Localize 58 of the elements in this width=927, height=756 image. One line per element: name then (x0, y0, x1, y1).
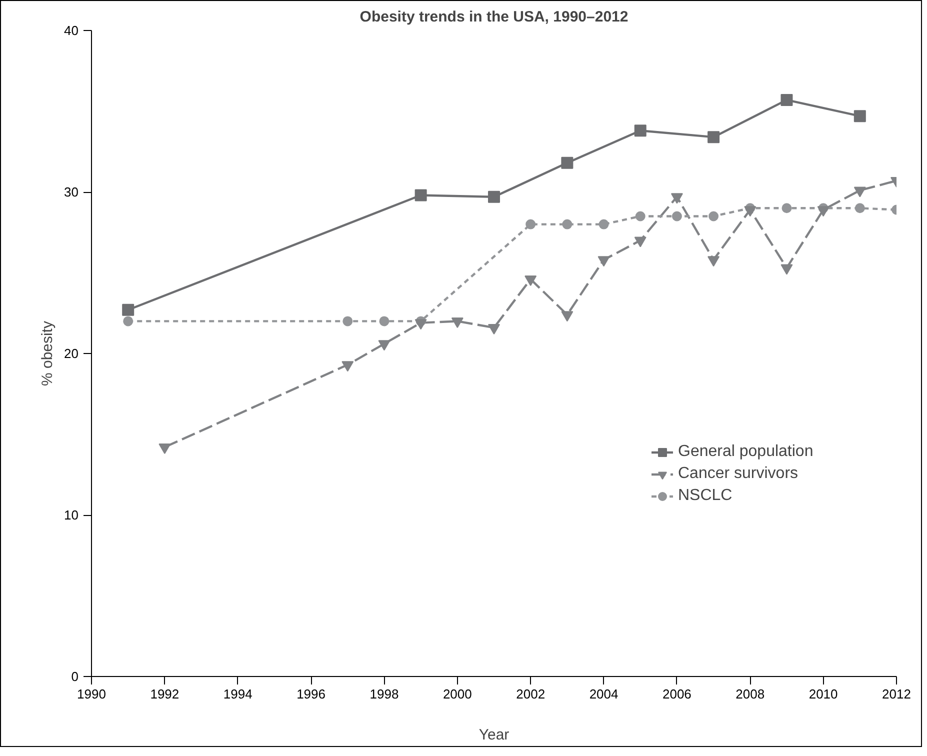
x-axis-title: Year (478, 726, 510, 744)
point (451, 318, 464, 328)
point (708, 131, 720, 144)
y-tick-label: 40 (64, 23, 79, 38)
x-tick-label: 2004 (589, 686, 618, 702)
point (488, 324, 500, 335)
point (342, 316, 353, 326)
x-tick-label: 2002 (516, 686, 546, 702)
point (561, 311, 574, 322)
x-tick-label: 2010 (808, 686, 838, 702)
point (561, 156, 574, 169)
point (158, 443, 171, 454)
point (708, 256, 720, 267)
legend-label: Cancer survivors (678, 465, 798, 483)
point (342, 361, 354, 372)
x-tick-label: 2006 (662, 686, 692, 702)
y-tick-label: 20 (64, 346, 79, 361)
x-tick-label: 1998 (370, 686, 399, 702)
point (854, 110, 866, 122)
point (708, 211, 719, 222)
point (122, 304, 134, 316)
x-tick-label: 2008 (736, 686, 765, 702)
y-tick-label: 0 (71, 669, 79, 684)
y-tick-label: 30 (64, 184, 79, 200)
point (635, 211, 646, 222)
point (672, 211, 682, 222)
x-tick-label: 1994 (223, 686, 252, 702)
point (598, 219, 609, 230)
point (526, 219, 536, 230)
point (379, 316, 390, 326)
point (524, 276, 537, 286)
x-tick-label: 1996 (296, 686, 326, 702)
y-axis-title: % obesity (39, 320, 56, 386)
legend-label: General population (678, 443, 814, 461)
point (414, 319, 427, 330)
point (670, 193, 683, 204)
point (123, 316, 134, 326)
x-tick-label: 1990 (77, 686, 106, 702)
point (634, 124, 646, 137)
y-tick-label: 10 (64, 508, 79, 522)
point (598, 256, 610, 267)
point (634, 236, 646, 248)
point (780, 94, 793, 106)
x-tick-label: 2012 (882, 686, 911, 702)
point (562, 219, 572, 230)
point (782, 203, 792, 214)
point (378, 340, 390, 351)
point (817, 206, 830, 217)
legend-label: NSCLC (678, 487, 732, 505)
point (744, 206, 756, 217)
x-tick-label: 2000 (442, 686, 472, 702)
point (414, 189, 427, 202)
point (488, 190, 500, 203)
x-tick-label: 1992 (150, 686, 180, 702)
point (854, 203, 865, 214)
chart-title: Obesity trends in the USA, 1990–2012 (360, 8, 628, 26)
point (854, 186, 866, 198)
point (780, 264, 793, 275)
